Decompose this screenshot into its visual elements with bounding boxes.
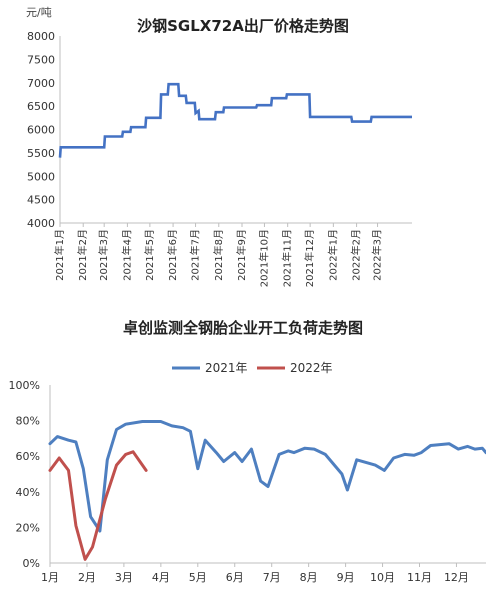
y-tick-label: 7500 <box>27 53 55 66</box>
utilization-chart-svg: 卓创监测全钢胎企业开工负荷走势图 2021年 2022年 0% 20% 40% 60% 80%… <box>9 319 486 584</box>
y-tick-label: 6000 <box>27 124 55 137</box>
x-tick-label: 2021年2月 <box>76 229 89 281</box>
y-tick-label: 7000 <box>27 77 55 90</box>
chart-title: 卓创监测全钢胎企业开工负荷走势图 <box>123 319 363 337</box>
y-tick-label: 5500 <box>27 147 55 160</box>
y-tick-label: 8000 <box>27 30 55 43</box>
utilization-chart: 卓创监测全钢胎企业开工负荷走势图 2021年 2022年 0% 20% 40% 60% 80%… <box>0 305 486 593</box>
x-tick-label: 4月 <box>152 571 170 584</box>
price-series-line <box>58 82 412 158</box>
x-tick-label: 2021年4月 <box>120 229 133 281</box>
series-line-2021 <box>48 420 486 533</box>
x-tick-label: 2021年3月 <box>97 229 110 281</box>
x-tick-label: 9月 <box>337 571 355 584</box>
x-tick-label: 2021年7月 <box>189 229 202 281</box>
x-tick-label: 2021年9月 <box>235 229 248 281</box>
x-tick-label: 2月 <box>78 571 96 584</box>
y-tick-label: 5000 <box>27 170 55 183</box>
y-tick-label: 60% <box>16 450 40 463</box>
y-tick-label: 100% <box>9 379 40 392</box>
x-tick-label: 11月 <box>407 571 432 584</box>
x-tick-label: 2021年8月 <box>212 229 225 281</box>
x-tick-label: 12月 <box>444 571 469 584</box>
y-tick-label: 4000 <box>27 217 55 230</box>
x-tick-label: 2021年5月 <box>143 229 156 281</box>
y-tick-label: 40% <box>16 486 40 499</box>
y-tick-label: 0% <box>23 557 40 570</box>
x-tick-label: 2021年6月 <box>166 229 179 281</box>
y-tick-label: 4500 <box>27 194 55 207</box>
x-tick-label: 2022年1月 <box>326 229 339 281</box>
y-tick-label: 80% <box>16 415 40 428</box>
y-axis-label: 元/吨 <box>26 6 52 19</box>
y-tick-label: 20% <box>16 521 40 534</box>
x-tick-label: 2021年1月 <box>53 229 66 281</box>
series-line-2022 <box>48 450 148 561</box>
x-tick-label: 7月 <box>263 571 281 584</box>
chart-title: 沙钢SGLX72A出厂价格走势图 <box>137 17 349 35</box>
x-tick-label: 2021年10月 <box>257 229 270 287</box>
price-chart: 沙钢SGLX72A出厂价格走势图 元/吨 4000 4500 5000 5500 6000 6… <box>26 6 412 287</box>
y-tick-label: 6500 <box>27 100 55 113</box>
price-chart-svg: 沙钢SGLX72A出厂价格走势图 元/吨 4000 4500 5000 5500 6000 6… <box>26 6 412 287</box>
x-tick-label: 6月 <box>226 571 244 584</box>
x-tick-label: 10月 <box>370 571 395 584</box>
x-tick-label: 1月 <box>41 571 59 584</box>
x-tick-label: 2022年2月 <box>350 229 363 281</box>
x-tick-label: 8月 <box>300 571 318 584</box>
x-tick-label: 2021年11月 <box>281 229 294 287</box>
x-tick-label: 2022年3月 <box>371 229 384 281</box>
x-tick-label: 2021年12月 <box>303 229 316 287</box>
x-tick-label: 3月 <box>115 571 133 584</box>
legend-label-2022: 2022年 <box>290 361 333 375</box>
x-tick-label: 5月 <box>189 571 207 584</box>
legend-label-2021: 2021年 <box>205 361 248 375</box>
